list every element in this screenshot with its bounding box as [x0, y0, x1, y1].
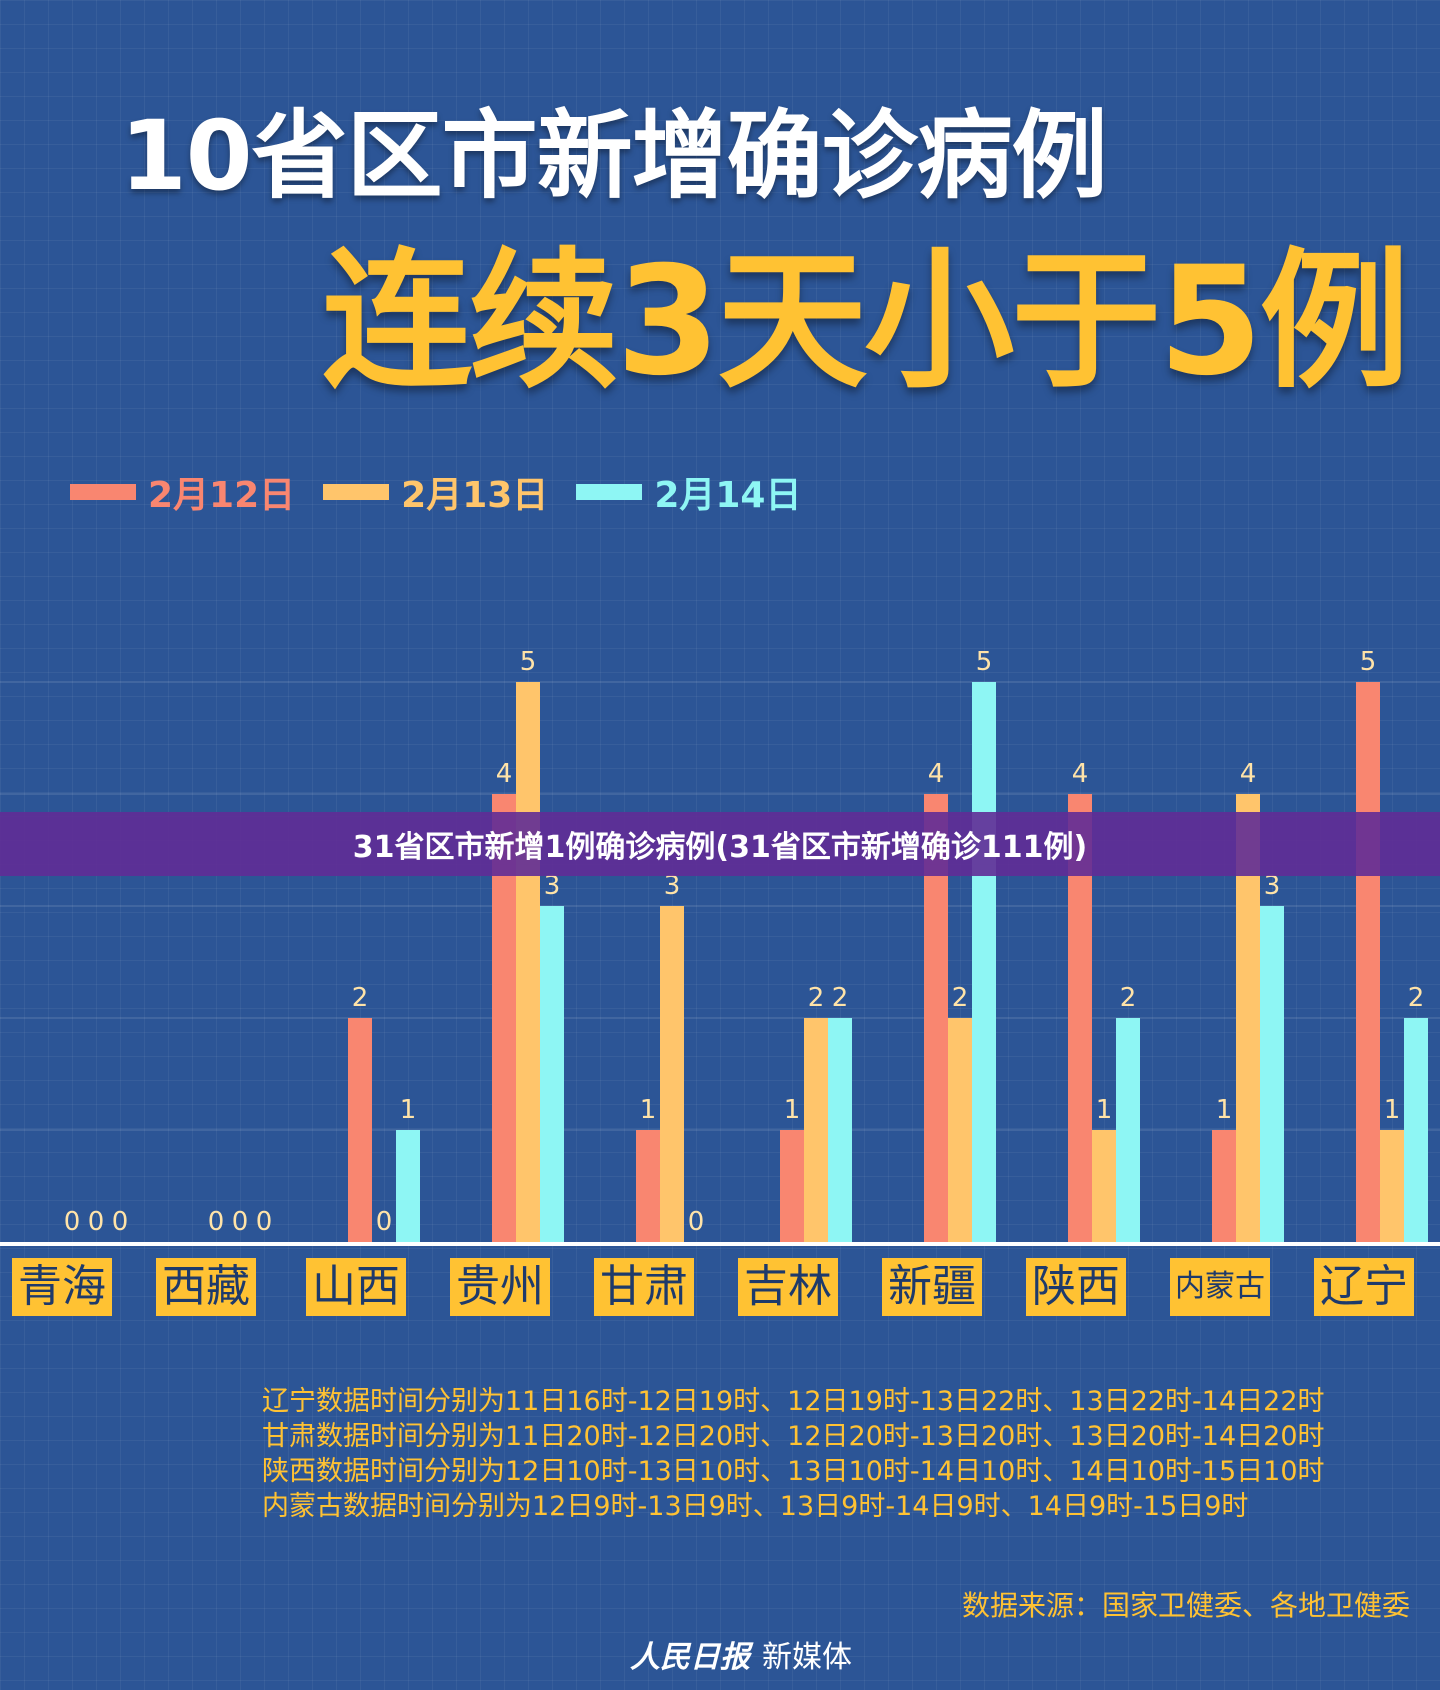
data-label-d12-5: 1: [784, 1095, 801, 1125]
data-label-d13-3: 5: [520, 647, 537, 677]
bar-d12-9: [1356, 682, 1380, 1242]
bar-d12-8: [1212, 1130, 1236, 1242]
province-label-shanxi: 山西: [306, 1258, 406, 1316]
data-label-d14-6: 5: [976, 647, 993, 677]
legend-swatch-d12: [70, 484, 136, 500]
headline-banner: 31省区市新增1例确诊病例(31省区市新增确诊111例): [0, 812, 1440, 876]
data-label-d12-9: 5: [1360, 647, 1377, 677]
legend-swatch-d14: [576, 484, 643, 500]
data-label-d13-7: 1: [1096, 1095, 1113, 1125]
data-label-d13-6: 2: [952, 983, 969, 1013]
legend-swatch-d13: [323, 484, 390, 500]
title-line-2: 连续3天小于5例: [322, 235, 1410, 409]
province-label-xizang: 西藏: [156, 1258, 256, 1316]
data-label-d14-7: 2: [1120, 983, 1137, 1013]
bar-d14-5: [828, 1018, 852, 1242]
note-liaoning: 辽宁数据时间分别为11日16时-12日19时、12日19时-13日22时、13日…: [262, 1386, 1325, 1417]
data-label-d12-2: 2: [352, 983, 369, 1013]
bar-d12-4: [636, 1130, 660, 1242]
bar-d14-9: [1404, 1018, 1428, 1242]
data-source: 数据来源：国家卫健委、各地卫健委: [961, 1589, 1410, 1622]
data-label-d14-0: 0: [112, 1207, 129, 1237]
bar-d14-7: [1116, 1018, 1140, 1242]
data-label-d14-1: 0: [256, 1207, 273, 1237]
footer-text: 新媒体: [762, 1640, 852, 1675]
footer-brand: 人民日报 新媒体: [630, 1632, 852, 1676]
legend: 2月12日 2月13日 2月14日: [70, 466, 801, 518]
legend-label-d13: 2月13日: [401, 475, 549, 516]
data-label-d14-3: 3: [544, 871, 561, 901]
bar-d13-5: [804, 1018, 828, 1242]
data-label-d13-2: 0: [376, 1207, 393, 1237]
legend-item-d14: 2月14日: [576, 466, 801, 518]
data-label-d14-4: 0: [688, 1207, 705, 1237]
title-line-1: 10省区市新增确诊病例: [120, 100, 1108, 212]
bar-d14-8: [1260, 906, 1284, 1242]
bar-d13-9: [1380, 1130, 1404, 1242]
legend-item-d12: 2月12日: [70, 466, 295, 518]
data-label-d13-4: 3: [664, 871, 681, 901]
bar-d14-3: [540, 906, 564, 1242]
legend-label-d14: 2月14日: [654, 475, 802, 516]
bar-d13-6: [948, 1018, 972, 1242]
data-label-d12-0: 0: [64, 1207, 81, 1237]
note-gansu: 甘肃数据时间分别为11日20时-12日20时、12日20时-13日20时、13日…: [262, 1421, 1325, 1452]
data-label-d12-3: 4: [496, 759, 513, 789]
data-label-d12-8: 1: [1216, 1095, 1233, 1125]
bar-d14-2: [396, 1130, 420, 1242]
province-label-shaanxi: 陕西: [1026, 1258, 1126, 1316]
legend-item-d13: 2月13日: [323, 466, 548, 518]
data-label-d14-8: 3: [1264, 871, 1281, 901]
legend-label-d12: 2月12日: [148, 475, 296, 516]
data-label-d14-9: 2: [1408, 983, 1425, 1013]
province-label-gansu: 甘肃: [594, 1258, 694, 1316]
data-label-d13-1: 0: [232, 1207, 249, 1237]
province-label-xinjiang: 新疆: [882, 1258, 982, 1316]
note-neimenggu: 内蒙古数据时间分别为12日9时-13日9时、13日9时-14日9时、14日9时-…: [262, 1491, 1249, 1522]
bar-d13-3: [516, 682, 540, 1242]
province-label-guizhou: 贵州: [450, 1258, 550, 1316]
data-label-d12-4: 1: [640, 1095, 657, 1125]
province-label-qinghai: 青海: [12, 1258, 112, 1316]
data-label-d13-9: 1: [1384, 1095, 1401, 1125]
province-label-jilin: 吉林: [738, 1258, 838, 1316]
data-time-notes: 辽宁数据时间分别为11日16时-12日19时、12日19时-13日22时、13日…: [262, 1384, 1325, 1524]
province-label-liaoning: 辽宁: [1314, 1258, 1414, 1316]
bar-d12-5: [780, 1130, 804, 1242]
data-label-d14-5: 2: [832, 983, 849, 1013]
peoples-daily-logo: 人民日报: [630, 1640, 750, 1675]
headline-banner-text: 31省区市新增1例确诊病例(31省区市新增确诊111例): [352, 830, 1088, 865]
data-label-d12-1: 0: [208, 1207, 225, 1237]
data-label-d14-2: 1: [400, 1095, 417, 1125]
note-shaanxi: 陕西数据时间分别为12日10时-13日10时、13日10时-14日10时、14日…: [262, 1456, 1325, 1487]
bar-d14-6: [972, 682, 996, 1242]
bar-d12-2: [348, 1018, 372, 1242]
province-label-neimenggu: 内蒙古: [1170, 1258, 1270, 1316]
bar-d13-7: [1092, 1130, 1116, 1242]
data-label-d13-0: 0: [88, 1207, 105, 1237]
data-label-d13-8: 4: [1240, 759, 1257, 789]
data-label-d12-6: 4: [928, 759, 945, 789]
bar-d13-4: [660, 906, 684, 1242]
data-label-d13-5: 2: [808, 983, 825, 1013]
data-label-d12-7: 4: [1072, 759, 1089, 789]
